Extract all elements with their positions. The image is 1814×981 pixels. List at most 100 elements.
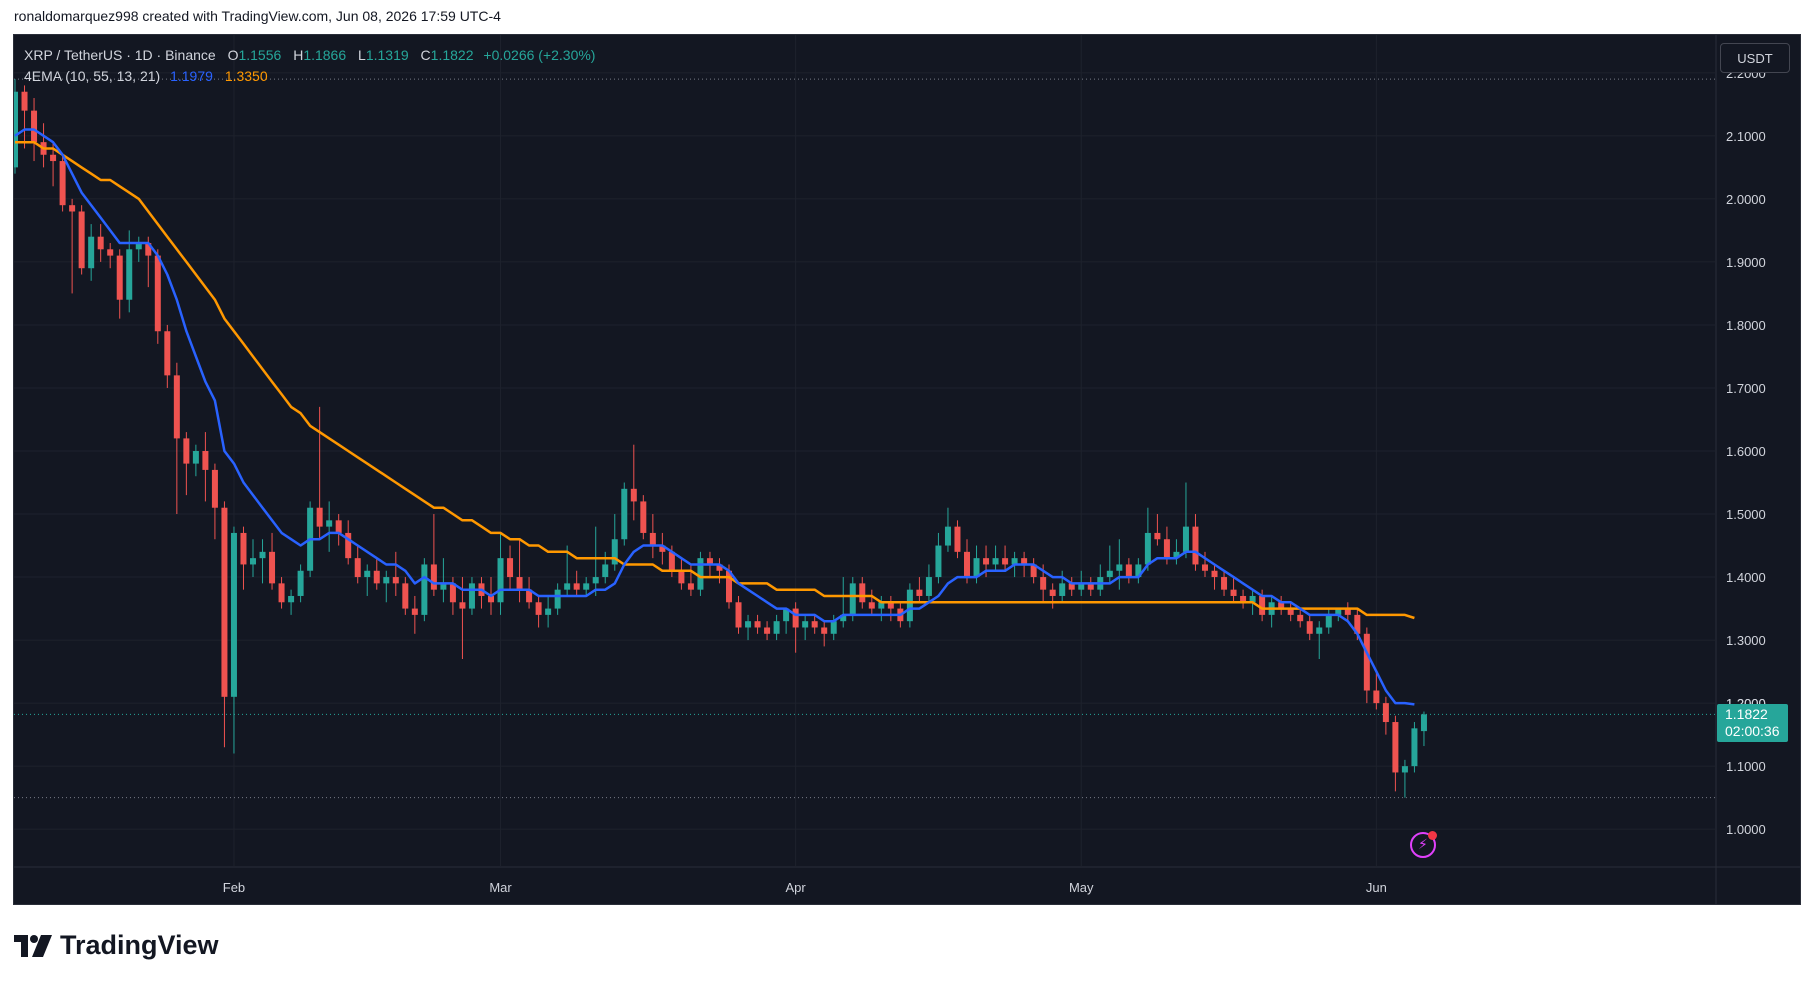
candle xyxy=(611,514,618,571)
candle-body xyxy=(1335,608,1342,615)
candle-body xyxy=(573,583,580,590)
candle xyxy=(830,614,837,641)
last-price-tag: 1.1822 02:00:36 xyxy=(1717,704,1788,743)
candle-body xyxy=(269,551,276,584)
indicator-name[interactable]: 4EMA (10, 55, 13, 21) xyxy=(24,68,161,84)
candle-body xyxy=(1011,558,1018,565)
candle xyxy=(697,551,704,596)
candle-body xyxy=(440,583,447,590)
candle xyxy=(259,539,266,584)
ema-short-value: 1.1979 xyxy=(170,68,213,84)
candle-body xyxy=(859,583,866,603)
candle xyxy=(1240,589,1247,609)
price-tick-label: 1.3000 xyxy=(1726,633,1766,648)
candle xyxy=(554,583,561,615)
candle xyxy=(240,526,247,590)
candle xyxy=(1344,602,1351,622)
candle-body xyxy=(649,532,656,546)
candle xyxy=(1173,539,1180,565)
candle-body xyxy=(250,558,256,565)
candle-body xyxy=(116,255,123,300)
candle-body xyxy=(192,451,199,464)
candle-body xyxy=(887,602,894,609)
candle xyxy=(1278,595,1285,615)
candle-body xyxy=(1068,583,1075,590)
candle xyxy=(944,507,951,552)
candle-body xyxy=(364,570,371,578)
candle xyxy=(88,224,95,281)
candle xyxy=(1297,608,1304,628)
candle-body xyxy=(830,621,837,634)
candle-body xyxy=(69,205,76,212)
flash-alert-icon[interactable]: ⚡ xyxy=(1409,830,1437,858)
candle-body xyxy=(1392,722,1399,773)
candle-body xyxy=(916,589,923,596)
candle xyxy=(745,614,752,641)
candle xyxy=(1363,627,1370,704)
candle xyxy=(507,545,514,590)
candle xyxy=(764,621,771,641)
price-tick-label: 1.5000 xyxy=(1726,507,1766,522)
candle-body xyxy=(507,558,514,578)
tradingview-logo[interactable]: TradingView xyxy=(14,930,219,961)
candle xyxy=(14,79,18,174)
candle-body xyxy=(202,451,209,470)
brand-name: TradingView xyxy=(60,930,219,960)
candle-body xyxy=(964,551,970,578)
candle-body xyxy=(554,589,561,609)
candle-body xyxy=(278,583,285,603)
symbol-info[interactable]: XRP / TetherUS · 1D · Binance xyxy=(24,47,216,63)
high-label: H xyxy=(293,47,304,63)
chart-legend: XRP / TetherUS · 1D · Binance O1.1556 H1… xyxy=(24,45,595,87)
candle-body xyxy=(183,438,190,464)
candle-body xyxy=(973,558,980,578)
candles xyxy=(14,79,1427,798)
candle xyxy=(992,545,999,571)
chart-pane[interactable]: 1.00001.10001.20001.30001.40001.50001.60… xyxy=(13,34,1801,905)
time-tick-label: Mar xyxy=(489,880,512,895)
candle-body xyxy=(497,558,504,603)
last-price: 1.1822 xyxy=(1725,706,1768,723)
candle xyxy=(1068,577,1075,596)
legend-indicator-row: 4EMA (10, 55, 13, 21) 1.1979 1.3350 xyxy=(24,66,595,87)
candle-body xyxy=(373,570,380,584)
candle-body xyxy=(545,608,552,615)
price-tick-label: 1.4000 xyxy=(1726,570,1766,585)
grid-lines xyxy=(14,35,1800,904)
candle xyxy=(783,608,790,634)
candle-body xyxy=(1049,589,1056,596)
candle xyxy=(154,249,161,344)
currency-unit-button[interactable]: USDT xyxy=(1720,43,1790,73)
candle-body xyxy=(1373,690,1380,704)
candle xyxy=(925,564,932,603)
candle xyxy=(1373,671,1380,710)
candle xyxy=(269,532,276,590)
candle xyxy=(773,614,780,641)
candle xyxy=(754,614,761,634)
open-value: 1.1556 xyxy=(238,47,282,63)
candle xyxy=(278,577,285,609)
candle xyxy=(1420,711,1427,747)
candle-body xyxy=(764,627,771,634)
candle xyxy=(1287,602,1294,622)
candle xyxy=(288,589,295,615)
candle xyxy=(21,85,28,149)
candle-body xyxy=(1163,539,1170,559)
candle-body xyxy=(59,161,66,206)
candle xyxy=(383,570,390,603)
candle xyxy=(230,526,237,754)
candle-body xyxy=(983,558,990,565)
candle xyxy=(78,205,85,275)
time-tick-label: Jun xyxy=(1366,880,1387,895)
candle xyxy=(1316,621,1323,659)
candle-body xyxy=(925,577,932,596)
reference-lines xyxy=(14,78,1716,799)
candle-body xyxy=(392,577,399,584)
candlestick-chart[interactable]: 1.00001.10001.20001.30001.40001.50001.60… xyxy=(14,35,1800,904)
candle-body xyxy=(687,583,694,590)
candle-body xyxy=(611,539,618,565)
candle xyxy=(1116,539,1123,590)
candle-body xyxy=(1021,558,1028,565)
candle-body xyxy=(383,577,390,584)
price-tick-label: 1.8000 xyxy=(1726,318,1766,333)
